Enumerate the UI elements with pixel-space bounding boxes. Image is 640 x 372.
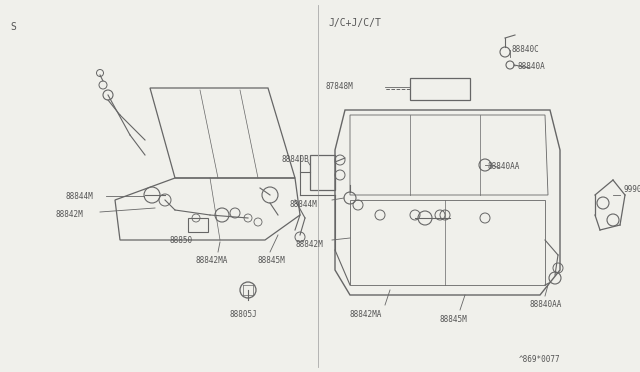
- Text: 88840A: 88840A: [518, 62, 546, 71]
- Text: 88844M: 88844M: [65, 192, 93, 201]
- Text: 88842MA: 88842MA: [350, 310, 382, 319]
- Text: 88842M: 88842M: [55, 210, 83, 219]
- Text: 88845M: 88845M: [258, 256, 285, 265]
- Text: 88840B: 88840B: [282, 155, 310, 164]
- Text: 88805J: 88805J: [230, 310, 258, 319]
- Text: ^869*0077: ^869*0077: [518, 355, 560, 364]
- Text: 88840C: 88840C: [512, 45, 540, 54]
- Text: 88842M: 88842M: [295, 240, 323, 249]
- Text: 88850: 88850: [170, 236, 193, 245]
- Text: 87848M: 87848M: [325, 82, 353, 91]
- Text: S: S: [10, 22, 16, 32]
- Text: 88844M: 88844M: [290, 200, 317, 209]
- Text: 88845M: 88845M: [440, 315, 468, 324]
- Text: 88840AA: 88840AA: [530, 300, 563, 309]
- Text: 88840AA: 88840AA: [488, 162, 520, 171]
- Text: J/C+J/C/T: J/C+J/C/T: [328, 18, 381, 28]
- Text: 88842MA: 88842MA: [195, 256, 227, 265]
- Text: 99905F: 99905F: [623, 185, 640, 194]
